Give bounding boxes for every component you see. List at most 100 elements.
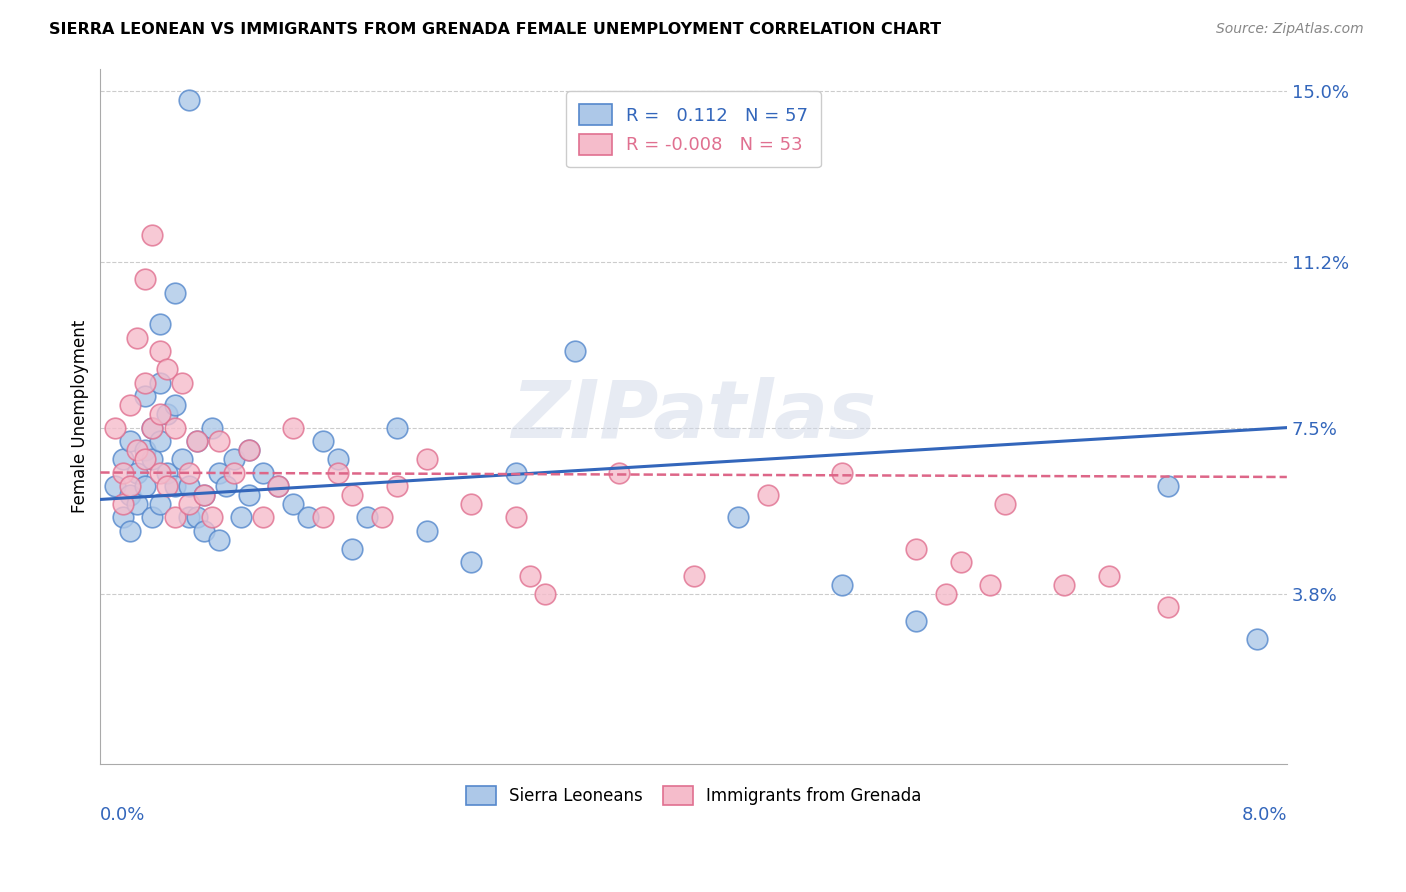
Point bbox=[127, 466, 149, 480]
Point bbox=[149, 318, 172, 332]
Point bbox=[238, 488, 260, 502]
Text: Source: ZipAtlas.com: Source: ZipAtlas.com bbox=[1216, 22, 1364, 37]
Point bbox=[186, 434, 208, 448]
Point bbox=[415, 452, 437, 467]
Point bbox=[994, 497, 1017, 511]
Point bbox=[127, 443, 149, 458]
Point bbox=[104, 420, 127, 434]
Point bbox=[127, 331, 149, 345]
Point bbox=[163, 510, 186, 524]
Point bbox=[163, 285, 186, 300]
Point bbox=[179, 510, 201, 524]
Point bbox=[141, 420, 163, 434]
Point bbox=[215, 479, 238, 493]
Point bbox=[111, 510, 134, 524]
Point bbox=[163, 420, 186, 434]
Text: 8.0%: 8.0% bbox=[1241, 806, 1286, 824]
Point bbox=[312, 510, 335, 524]
Point bbox=[200, 420, 222, 434]
Point bbox=[534, 587, 557, 601]
Point bbox=[1053, 578, 1076, 592]
Point bbox=[200, 510, 222, 524]
Point bbox=[134, 443, 156, 458]
Point bbox=[156, 479, 179, 493]
Point bbox=[831, 578, 853, 592]
Point bbox=[134, 272, 156, 286]
Point bbox=[179, 497, 201, 511]
Point bbox=[385, 420, 408, 434]
Point bbox=[127, 497, 149, 511]
Point bbox=[460, 497, 482, 511]
Point bbox=[141, 510, 163, 524]
Point bbox=[267, 479, 290, 493]
Point bbox=[415, 524, 437, 538]
Point bbox=[905, 541, 928, 556]
Point bbox=[118, 488, 141, 502]
Point bbox=[193, 524, 215, 538]
Point bbox=[519, 568, 541, 582]
Point bbox=[505, 510, 527, 524]
Point bbox=[149, 376, 172, 390]
Point bbox=[118, 524, 141, 538]
Point bbox=[682, 568, 704, 582]
Point bbox=[252, 466, 274, 480]
Point bbox=[727, 510, 749, 524]
Point bbox=[179, 479, 201, 493]
Point bbox=[267, 479, 290, 493]
Point bbox=[905, 614, 928, 628]
Text: SIERRA LEONEAN VS IMMIGRANTS FROM GRENADA FEMALE UNEMPLOYMENT CORRELATION CHART: SIERRA LEONEAN VS IMMIGRANTS FROM GRENAD… bbox=[49, 22, 942, 37]
Point bbox=[326, 452, 349, 467]
Point bbox=[179, 93, 201, 107]
Point bbox=[252, 510, 274, 524]
Point bbox=[756, 488, 779, 502]
Point bbox=[342, 541, 364, 556]
Point bbox=[163, 479, 186, 493]
Point bbox=[1098, 568, 1121, 582]
Point bbox=[141, 420, 163, 434]
Point bbox=[283, 497, 305, 511]
Point bbox=[111, 452, 134, 467]
Point bbox=[222, 466, 245, 480]
Legend: Sierra Leoneans, Immigrants from Grenada: Sierra Leoneans, Immigrants from Grenada bbox=[458, 779, 928, 812]
Point bbox=[283, 420, 305, 434]
Point bbox=[170, 452, 193, 467]
Point bbox=[118, 434, 141, 448]
Point bbox=[609, 466, 631, 480]
Point bbox=[193, 488, 215, 502]
Point bbox=[118, 479, 141, 493]
Point bbox=[1246, 632, 1268, 646]
Point bbox=[312, 434, 335, 448]
Point bbox=[1157, 479, 1180, 493]
Text: 0.0%: 0.0% bbox=[100, 806, 146, 824]
Point bbox=[238, 443, 260, 458]
Point bbox=[222, 452, 245, 467]
Point bbox=[231, 510, 253, 524]
Point bbox=[149, 344, 172, 359]
Point bbox=[505, 466, 527, 480]
Point bbox=[186, 510, 208, 524]
Point bbox=[326, 466, 349, 480]
Point bbox=[831, 466, 853, 480]
Point bbox=[179, 466, 201, 480]
Point bbox=[356, 510, 378, 524]
Point bbox=[371, 510, 394, 524]
Point bbox=[208, 533, 231, 547]
Point bbox=[1157, 600, 1180, 615]
Point bbox=[156, 362, 179, 376]
Point bbox=[104, 479, 127, 493]
Point bbox=[156, 407, 179, 421]
Point bbox=[460, 555, 482, 569]
Point bbox=[149, 434, 172, 448]
Text: ZIPatlas: ZIPatlas bbox=[512, 377, 876, 456]
Point bbox=[979, 578, 1001, 592]
Point bbox=[208, 434, 231, 448]
Point bbox=[186, 434, 208, 448]
Point bbox=[149, 497, 172, 511]
Point bbox=[342, 488, 364, 502]
Point bbox=[111, 466, 134, 480]
Point bbox=[149, 407, 172, 421]
Point bbox=[385, 479, 408, 493]
Point bbox=[170, 376, 193, 390]
Point bbox=[134, 479, 156, 493]
Y-axis label: Female Unemployment: Female Unemployment bbox=[72, 319, 89, 513]
